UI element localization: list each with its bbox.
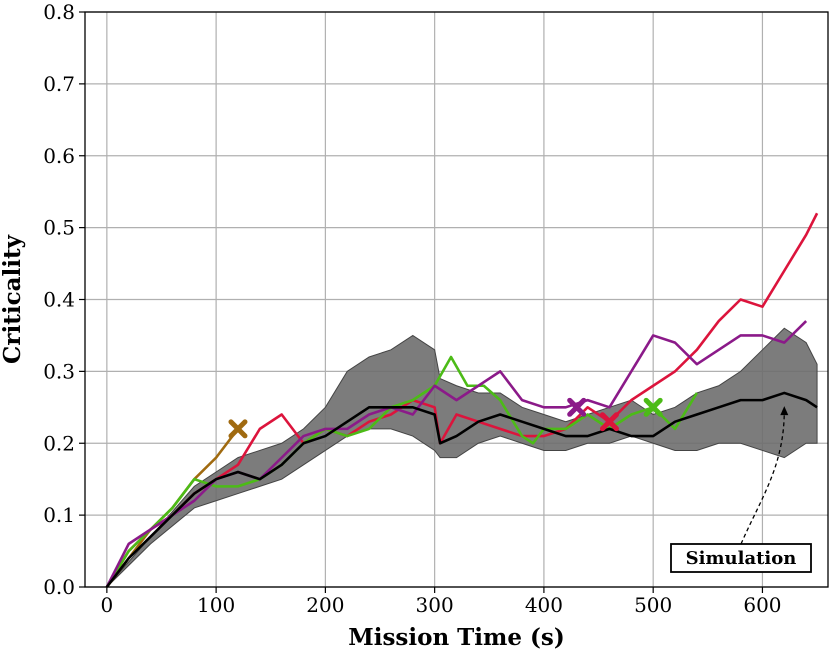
x-tick-label: 100 [197, 593, 235, 617]
x-tick-label: 400 [525, 593, 563, 617]
x-tick-label: 300 [416, 593, 454, 617]
y-tick-label: 0.7 [43, 72, 75, 96]
y-tick-label: 0.4 [43, 288, 75, 312]
y-tick-label: 0.2 [43, 431, 75, 455]
end-marker [567, 397, 587, 417]
series-line [105, 391, 818, 588]
y-tick-label: 0.0 [43, 575, 75, 599]
y-tick-label: 0.5 [43, 216, 75, 240]
x-tick-label: 0 [100, 593, 113, 617]
end-markers [228, 397, 663, 439]
annotation-box [670, 543, 812, 573]
end-marker [643, 397, 663, 417]
marker-stroke [599, 412, 619, 432]
end-marker [599, 412, 619, 432]
y-tick-label: 0.8 [43, 0, 75, 24]
y-tick-label: 0.1 [43, 503, 75, 527]
series-line [105, 212, 819, 588]
annotation-arrow [740, 410, 785, 545]
annotation-label: Simulation [686, 548, 797, 569]
simulation-band [106, 327, 818, 588]
band-area [106, 327, 818, 588]
series-lines [105, 212, 819, 588]
marker-stroke [567, 397, 587, 417]
end-marker [228, 419, 248, 439]
y-tick-label: 0.3 [43, 359, 75, 383]
series-line [105, 355, 698, 588]
x-tick-label: 500 [634, 593, 672, 617]
x-tick-label: 200 [306, 593, 344, 617]
grid [85, 11, 828, 588]
marker-stroke [228, 419, 248, 439]
tick-labels: 0 100 200 300 400 500 600 0.0 0.1 0.2 0.3 0.4 0.5 0.6… [43, 0, 781, 617]
marker-stroke [643, 397, 663, 417]
simulation-annotation: Simulation [670, 406, 812, 573]
y-tick-label: 0.6 [43, 144, 75, 168]
x-tick-label: 600 [743, 593, 781, 617]
annotation-arrowhead [780, 406, 789, 416]
x-axis-title: Mission Time (s) [348, 624, 564, 651]
y-axis-title: Criticality [0, 234, 26, 364]
